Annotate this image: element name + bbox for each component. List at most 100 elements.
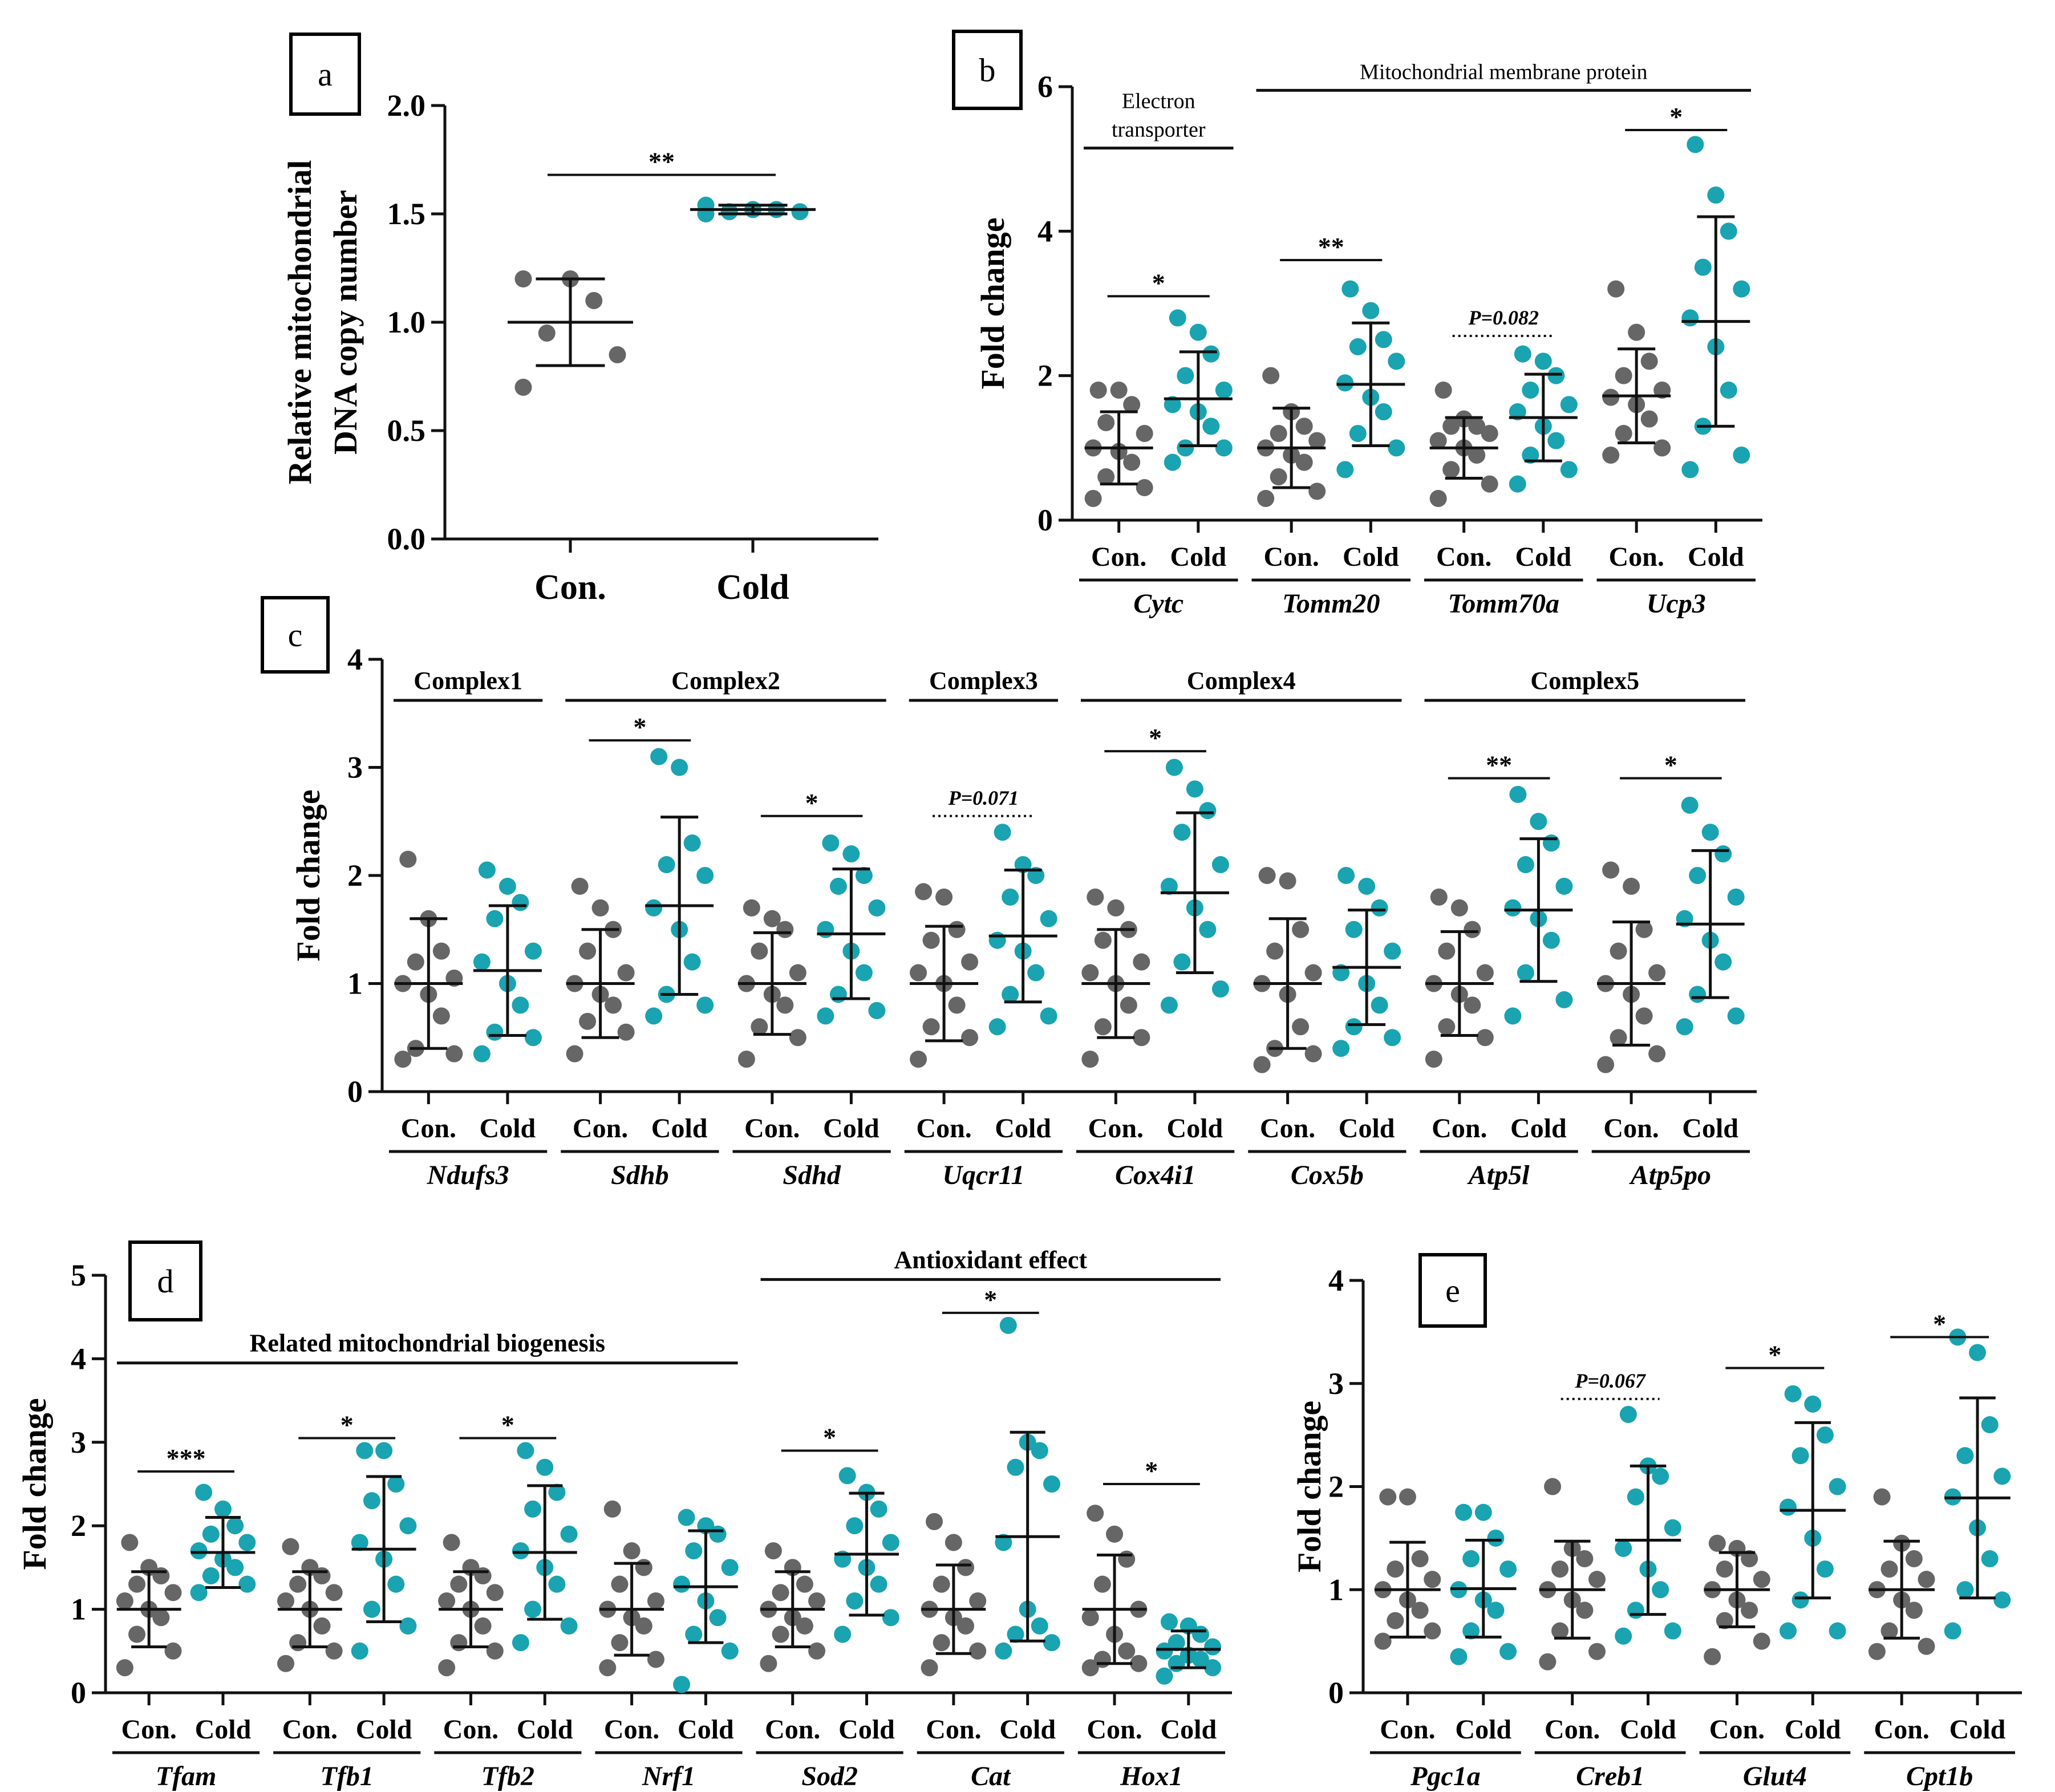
data-point: [1476, 964, 1494, 982]
data-point: [1551, 1622, 1569, 1640]
data-point: [957, 1617, 975, 1635]
data-point: [1345, 921, 1363, 938]
data-point: [1107, 899, 1125, 917]
data-point: [399, 850, 417, 868]
data-point: [1474, 1503, 1492, 1521]
data-point: [1539, 1653, 1557, 1671]
data-point: [1123, 453, 1141, 471]
data-point: [1555, 877, 1573, 895]
data-point: [617, 964, 635, 982]
data-point: [128, 1625, 146, 1643]
data-point: [697, 196, 715, 214]
significance-label: *: [1669, 102, 1683, 131]
data-point: [1791, 1447, 1809, 1465]
data-point: [948, 921, 966, 938]
data-point: [1509, 403, 1526, 420]
data-point: [1097, 468, 1115, 485]
panel-label: b: [979, 52, 996, 89]
data-point: [1602, 861, 1620, 879]
data-point: [514, 379, 532, 396]
gene-label: Atp5l: [1467, 1160, 1530, 1190]
data-point: [1648, 964, 1666, 982]
data-point: [838, 1467, 856, 1485]
data-point: [1430, 888, 1448, 906]
data-point: [478, 861, 496, 879]
data-point: [399, 1617, 417, 1635]
data-point: [548, 1575, 566, 1593]
data-point: [591, 899, 609, 917]
x-group-label: Con.: [121, 1714, 176, 1745]
data-point: [868, 899, 886, 917]
data-point: [1136, 425, 1153, 442]
data-point: [922, 1018, 940, 1036]
data-point: [226, 1559, 244, 1576]
data-point: [1165, 759, 1183, 776]
data-point: [1741, 1602, 1758, 1619]
data-point: [948, 996, 966, 1014]
data-point: [1199, 921, 1217, 938]
significance-label: *: [633, 712, 646, 741]
panel-e: e 0 1 2 3 4 Con. Cold Pgc1a Con. Cold Creb1 Con. Cold…: [1291, 1253, 2022, 1791]
data-point: [238, 1534, 256, 1551]
data-point: [1279, 872, 1296, 890]
data-point: [1704, 1648, 1721, 1665]
data-point: [514, 270, 532, 287]
data-point: [1514, 345, 1531, 363]
category-bracket-label: Complex4: [1187, 667, 1296, 695]
data-point: [751, 942, 768, 960]
data-point: [1087, 1505, 1104, 1522]
data-point: [1424, 1571, 1441, 1588]
data-point: [915, 883, 933, 901]
data-point: [1708, 1534, 1726, 1552]
y-tick-label: 1: [71, 1592, 86, 1627]
data-point: [1733, 447, 1750, 464]
data-point: [1081, 964, 1099, 982]
data-point: [1687, 136, 1704, 153]
data-point: [538, 325, 556, 342]
data-point: [623, 1542, 641, 1560]
data-point: [1716, 1612, 1733, 1629]
data-point: [1173, 953, 1191, 971]
y-tick-label: 1.0: [387, 305, 426, 339]
data-point: [789, 964, 806, 982]
data-point: [751, 1018, 768, 1036]
data-point: [1411, 1602, 1429, 1619]
data-point: [650, 748, 668, 765]
data-point: [1081, 1659, 1099, 1677]
data-point: [1358, 877, 1376, 895]
x-group-label: Con.: [1263, 542, 1319, 572]
data-point: [1816, 1426, 1834, 1444]
panel-c: c 0 1 2 3 4 Con. Cold Ndufs3 Con. Cold Sdhb Con. Cold…: [261, 596, 1757, 1190]
gene-label: Cox4i1: [1115, 1160, 1195, 1190]
y-tick-label: 0: [71, 1676, 86, 1710]
data-point: [566, 1045, 583, 1063]
data-point: [673, 1575, 691, 1593]
data-point: [969, 1642, 987, 1660]
data-point: [1336, 374, 1354, 392]
data-point: [1308, 483, 1326, 500]
data-point: [1615, 367, 1632, 384]
data-point: [450, 1575, 468, 1593]
x-group-label: Con.: [1608, 542, 1664, 572]
data-point: [611, 1634, 629, 1652]
data-point: [1547, 367, 1565, 384]
data-point: [764, 1542, 782, 1560]
x-group-label: Con.: [1432, 1113, 1487, 1144]
data-point: [961, 953, 979, 971]
data-point: [1168, 1634, 1185, 1652]
data-point: [1304, 1045, 1322, 1063]
data-point: [1530, 813, 1547, 830]
data-point: [1880, 1560, 1898, 1578]
data-point: [1031, 1617, 1048, 1635]
data-point: [1081, 1609, 1099, 1627]
data-point: [356, 1442, 374, 1459]
x-group-label: Con.: [1436, 542, 1491, 572]
data-point: [1517, 964, 1534, 982]
panel-label: e: [1445, 1272, 1460, 1309]
data-point: [1160, 996, 1178, 1014]
data-point: [1089, 382, 1107, 399]
data-point: [432, 942, 450, 960]
data-point: [486, 1584, 504, 1602]
data-point: [1411, 1550, 1429, 1568]
data-point: [870, 1500, 887, 1518]
